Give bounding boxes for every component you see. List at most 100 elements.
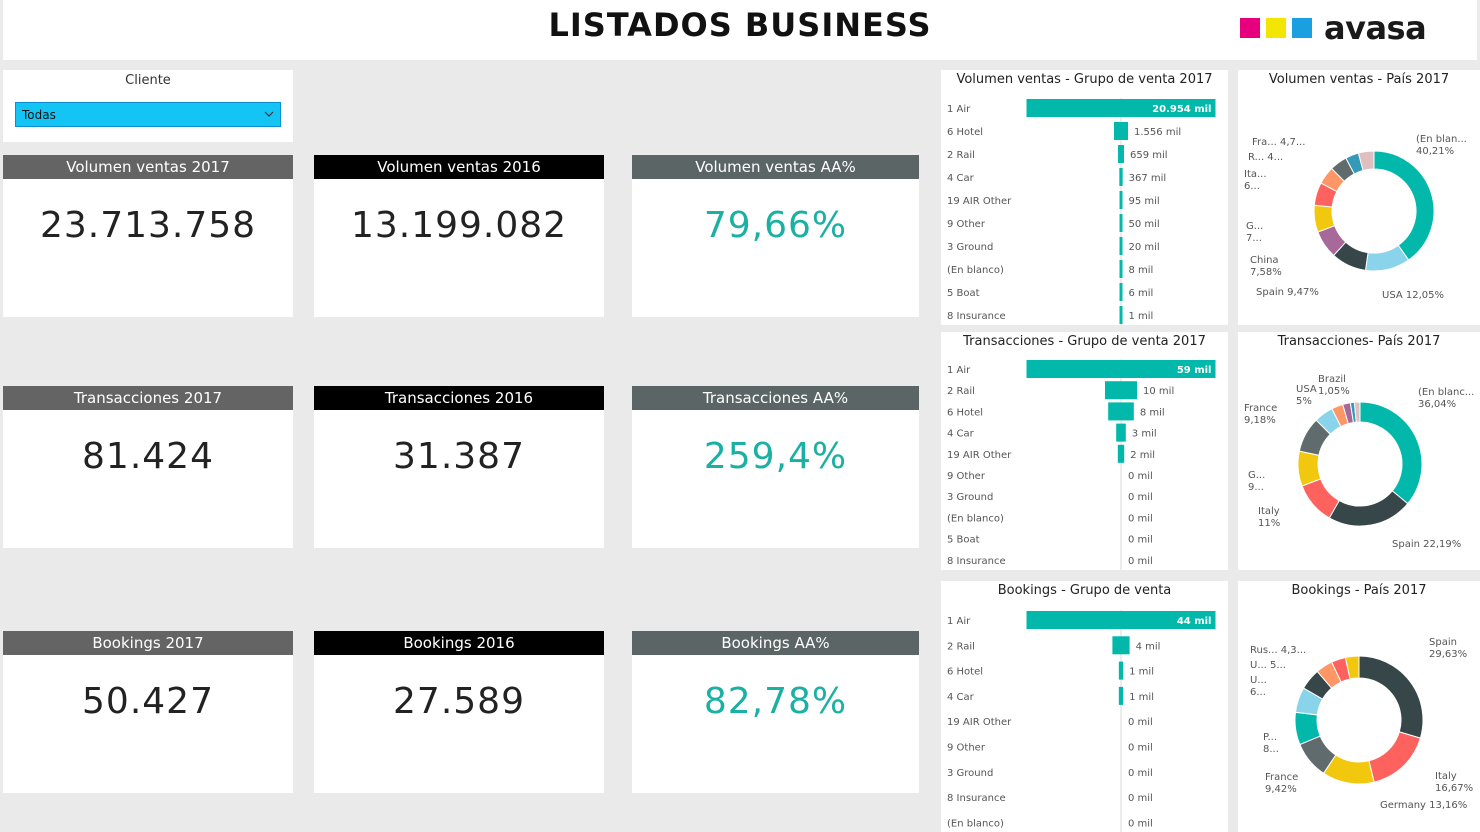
- slice-label: Fra... 4,7...: [1252, 137, 1305, 148]
- slice-pct-label: 40,21%: [1416, 146, 1454, 157]
- slice-pct-label: 9,42%: [1265, 784, 1297, 795]
- bar-data-label: 20 mil: [1129, 242, 1160, 253]
- bar-chart-svg: 1 Air 44 mil 2 Rail 4 mil 6 Hotel 1 mil 4 Car 1…: [947, 610, 1216, 832]
- slice-label: Brazil: [1318, 374, 1346, 385]
- slice-label: G...: [1246, 221, 1263, 232]
- chart-title: Bookings - País 2017: [1238, 581, 1480, 601]
- bar: [1112, 636, 1130, 655]
- bar-data-label: 1 mil: [1129, 667, 1154, 678]
- donut-slice: [1368, 731, 1422, 783]
- kpi-value: 79,66%: [703, 205, 848, 246]
- kpi-title: Bookings 2017: [3, 631, 293, 655]
- kpi-card-bookings-aa[interactable]: Bookings AA% 82,78%: [632, 631, 919, 793]
- bar-data-label: 6 mil: [1129, 288, 1154, 299]
- slice-pct-label: 1,05%: [1318, 386, 1350, 397]
- avasa-logo: avasa: [1240, 9, 1427, 47]
- cliente-dropdown[interactable]: Todas: [15, 102, 281, 127]
- bar-category-label: 5 Boat: [947, 535, 980, 546]
- bar-category-label: 2 Rail: [947, 150, 975, 161]
- bar-category-label: (En blanco): [947, 513, 1004, 524]
- slice-pct-label: 9...: [1248, 482, 1264, 493]
- kpi-card-transacciones-aa[interactable]: Transacciones AA% 259,4%: [632, 386, 919, 548]
- kpi-value: 259,4%: [703, 436, 848, 477]
- chart-title: Volumen ventas - Grupo de venta 2017: [941, 70, 1228, 90]
- donut-slice: [1359, 401, 1423, 505]
- donut-slice: [1357, 150, 1375, 172]
- bar-chart-svg: 1 Air 20.954 mil 6 Hotel 1.556 mil 2 Rail 659…: [947, 98, 1216, 325]
- kpi-title: Volumen ventas 2016: [314, 155, 604, 179]
- bar-data-label: 8 mil: [1129, 265, 1154, 276]
- slice-label: France: [1265, 772, 1298, 783]
- slice-pct-label: 7,58%: [1250, 267, 1282, 278]
- chart-transacciones-pais[interactable]: Transacciones- País 2017 (En blanc... 36,…: [1238, 332, 1480, 570]
- bar-data-label: 1 mil: [1129, 311, 1154, 322]
- bar-data-label: 4 mil: [1136, 641, 1161, 652]
- slice-label: Italy: [1258, 506, 1280, 517]
- bar-data-label: 0 mil: [1128, 743, 1153, 754]
- kpi-title: Volumen ventas 2017: [3, 155, 293, 179]
- kpi-value: 82,78%: [703, 681, 848, 722]
- bar: [1118, 686, 1124, 705]
- slice-pct-label: 11%: [1258, 518, 1280, 529]
- slice-pct-label: 16,67%: [1435, 783, 1473, 794]
- kpi-card-volumen-2017[interactable]: Volumen ventas 2017 23.713.758: [3, 155, 293, 317]
- chart-transacciones-grupo-venta[interactable]: Transacciones - Grupo de venta 2017 1 Ai…: [941, 332, 1228, 570]
- bar: [1119, 283, 1123, 301]
- slice-label: Spain 22,19%: [1392, 539, 1461, 550]
- slice-pct-label: 8...: [1263, 744, 1279, 755]
- bar: [1026, 360, 1216, 378]
- bar-data-label: 0 mil: [1128, 471, 1153, 482]
- slice-label: Spain: [1429, 637, 1457, 648]
- slice-label: France: [1244, 403, 1277, 414]
- bar: [1117, 444, 1125, 463]
- bar-category-label: 1 Air: [947, 616, 971, 627]
- bar-category-label: 2 Rail: [947, 386, 975, 397]
- logo-text: avasa: [1324, 9, 1427, 47]
- slice-label: (En blanc...: [1418, 387, 1474, 398]
- kpi-card-bookings-2017[interactable]: Bookings 2017 50.427: [3, 631, 293, 793]
- kpi-card-volumen-aa[interactable]: Volumen ventas AA% 79,66%: [632, 155, 919, 317]
- slice-label: U...: [1250, 675, 1267, 686]
- chart-title: Volumen ventas - País 2017: [1238, 70, 1480, 90]
- donut-slice: [1358, 655, 1424, 739]
- bar: [1108, 402, 1134, 421]
- bar-category-label: 3 Ground: [947, 242, 993, 253]
- bar-data-label: 0 mil: [1128, 492, 1153, 503]
- bar-category-label: (En blanco): [947, 265, 1004, 276]
- bar-data-label: 50 mil: [1129, 219, 1160, 230]
- kpi-title: Volumen ventas AA%: [632, 155, 919, 179]
- kpi-value: 23.713.758: [39, 205, 257, 246]
- bar-category-label: 8 Insurance: [947, 311, 1006, 322]
- slice-label: Spain 9,47%: [1256, 287, 1319, 298]
- slice-label: G...: [1248, 470, 1265, 481]
- bar-category-label: 6 Hotel: [947, 407, 983, 418]
- chart-bookings-grupo-venta[interactable]: Bookings - Grupo de venta 1 Air 44 mil 2 R…: [941, 581, 1228, 832]
- kpi-card-bookings-2016[interactable]: Bookings 2016 27.589: [314, 631, 604, 793]
- kpi-card-volumen-2016[interactable]: Volumen ventas 2016 13.199.082: [314, 155, 604, 317]
- donut-slice: [1353, 401, 1361, 423]
- kpi-card-transacciones-2017[interactable]: Transacciones 2017 81.424: [3, 386, 293, 548]
- bar-data-label: 0 mil: [1128, 513, 1153, 524]
- donut-slice: [1328, 490, 1409, 527]
- bar: [1113, 122, 1129, 140]
- kpi-title: Transacciones AA%: [632, 386, 919, 410]
- chevron-down-icon: [264, 111, 274, 117]
- bar: [1116, 423, 1126, 442]
- slice-pct-label: 9,18%: [1244, 415, 1276, 426]
- bar-data-label: 59 mil: [1177, 365, 1212, 376]
- chart-volumen-grupo-venta[interactable]: Volumen ventas - Grupo de venta 2017 1 A…: [941, 70, 1228, 325]
- slice-label: U... 5...: [1250, 660, 1286, 671]
- donut-slice: [1373, 150, 1435, 261]
- bar-category-label: 19 AIR Other: [947, 450, 1012, 461]
- slice-label: Italy: [1435, 771, 1457, 782]
- bar-data-label: 95 mil: [1129, 196, 1160, 207]
- chart-volumen-pais[interactable]: Volumen ventas - País 2017 (En blan... 40…: [1238, 70, 1480, 325]
- kpi-card-transacciones-2016[interactable]: Transacciones 2016 31.387: [314, 386, 604, 548]
- bar-data-label: 20.954 mil: [1152, 104, 1211, 115]
- chart-bookings-pais[interactable]: Bookings - País 2017 Spain 29,63% Italy 16,…: [1238, 581, 1480, 832]
- kpi-title: Transacciones 2017: [3, 386, 293, 410]
- bar-category-label: 9 Other: [947, 219, 986, 230]
- slice-pct-label: 5%: [1296, 396, 1312, 407]
